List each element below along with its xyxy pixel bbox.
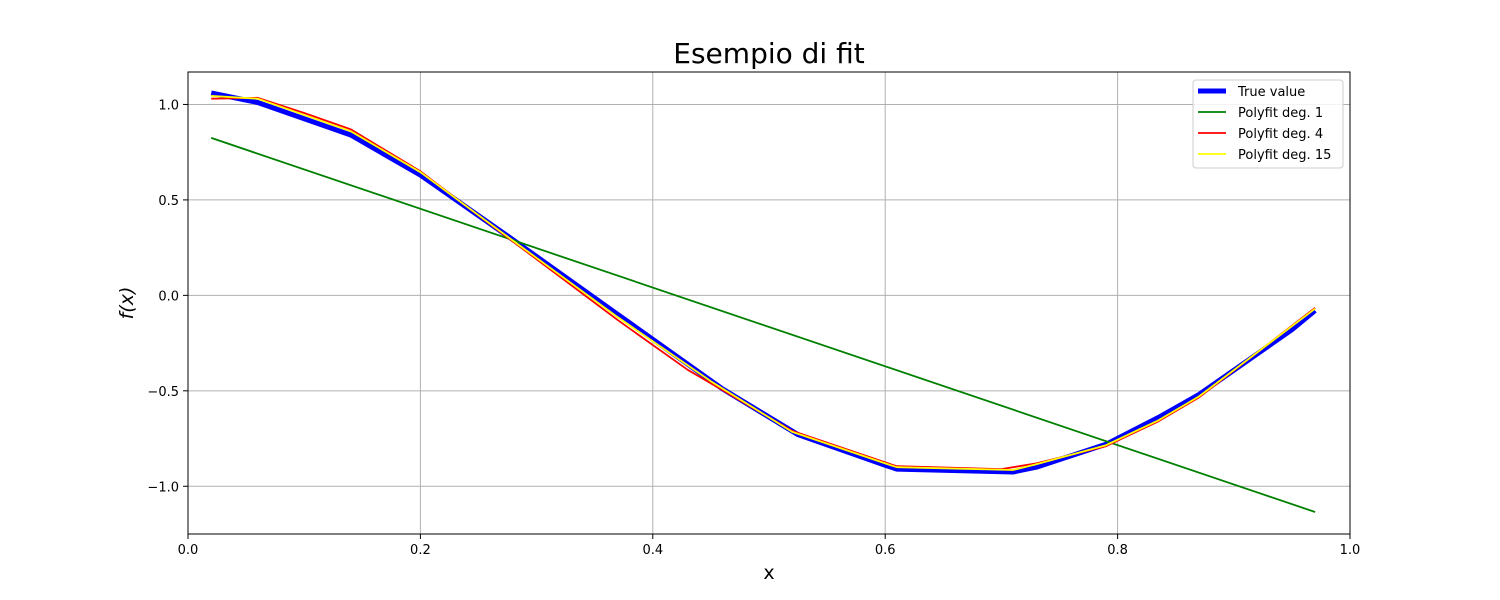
y-tick-label: −0.5 — [147, 385, 179, 400]
x-tick-label: 0.8 — [1107, 543, 1128, 558]
y-tick-label: 0.0 — [158, 289, 179, 304]
x-tick-label: 0.4 — [642, 543, 663, 558]
x-tick-label: 1.0 — [1340, 543, 1361, 558]
legend-box — [1192, 79, 1344, 169]
legend-label-polyfit-deg-15: Polyfit deg. 15 — [1238, 148, 1331, 163]
plot-lines — [210, 90, 1317, 513]
x-tick-label: 0.0 — [178, 543, 199, 558]
series-line-true-value — [210, 90, 1317, 475]
x-tick-label: 0.6 — [875, 543, 896, 558]
legend: True value Polyfit deg. 1 Polyfit deg. 4 Po… — [1192, 79, 1344, 169]
chart-title: Esempio di fit — [673, 37, 864, 70]
series-line-polyfit-deg-1 — [210, 137, 1316, 513]
plot-frame — [187, 71, 1351, 535]
y-tick-label: 0.5 — [158, 194, 179, 209]
legend-label-polyfit-deg-1: Polyfit deg. 1 — [1238, 106, 1323, 121]
y-tick-label: 1.0 — [158, 98, 179, 113]
series-line-polyfit-deg-15 — [211, 95, 1316, 471]
x-axis-label: x — [763, 562, 774, 584]
x-tick-label: 0.2 — [410, 543, 431, 558]
y-axis-label: f(x) — [116, 287, 138, 320]
legend-label-polyfit-deg-4: Polyfit deg. 4 — [1238, 127, 1323, 142]
y-tick-label: −1.0 — [147, 480, 179, 495]
legend-label-true-value: True value — [1237, 85, 1305, 100]
x-axis-ticks: 0.0 0.2 0.4 0.6 0.8 1.0 — [178, 534, 1361, 558]
y-axis-ticks: 1.0 0.5 0.0 −0.5 −1.0 — [147, 98, 188, 495]
